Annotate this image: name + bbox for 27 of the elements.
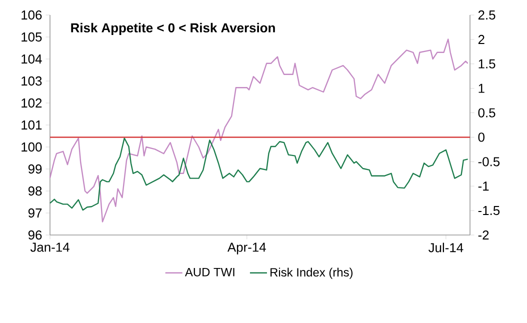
y2-tick-label: -1	[478, 182, 489, 191]
y2-tick-label: 0	[478, 132, 484, 142]
y-tick-label: 97	[28, 208, 42, 218]
x-tick-label: Jan-14	[30, 242, 70, 252]
y-tick-label: 106	[22, 10, 42, 20]
y2-tick-label: 2.5	[478, 10, 496, 20]
y2-tick-label: 1	[478, 84, 484, 93]
y-tick-label: 105	[22, 32, 42, 42]
y2-tick-label: -1.5	[478, 206, 500, 216]
text: Risk Appetite < 0 < Risk Aversion	[71, 22, 275, 35]
legend-label: AUD TWI	[184, 268, 234, 276]
y-tick-label: 100	[22, 142, 42, 152]
y2-tick-label: 2	[478, 34, 484, 44]
y2-tick-label: 1.5	[478, 59, 496, 68]
y-tick-label: 103	[22, 76, 42, 86]
y-tick-label: 102	[22, 98, 42, 108]
y-tick-label: 99	[28, 164, 42, 174]
x-tick-label: Jul-14	[428, 242, 464, 252]
y2-tick-label: 0.5	[478, 108, 496, 118]
y-tick-label: 101	[22, 120, 42, 130]
y-tick-label: 104	[22, 54, 42, 64]
legend-label: Risk Index (rhs)	[270, 268, 352, 279]
y2-tick-label: -0.5	[478, 157, 500, 166]
y-tick-label: 98	[28, 186, 42, 196]
y2-tick-label: -2	[478, 230, 489, 240]
y-tick-label: 96	[28, 230, 42, 240]
x-tick-label: Apr-14	[227, 242, 266, 254]
